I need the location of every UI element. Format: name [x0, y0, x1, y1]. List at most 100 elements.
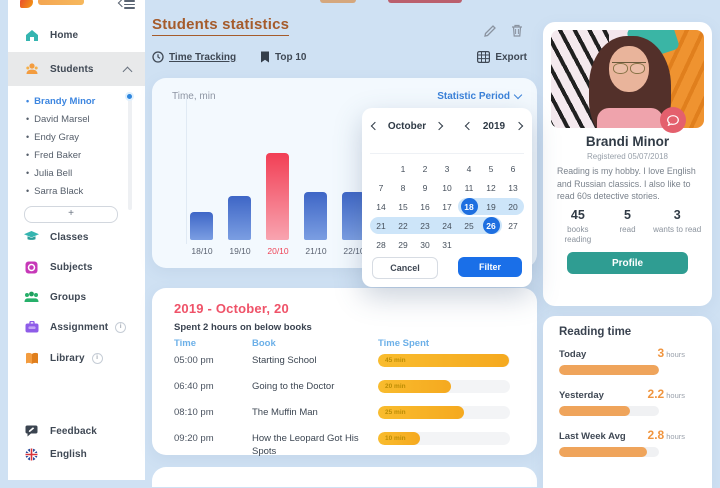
calendar-day[interactable]: 16: [414, 197, 436, 216]
calendar-day[interactable]: 4: [458, 159, 480, 178]
calendar-day[interactable]: 5: [480, 159, 502, 178]
calendar-day[interactable]: 2: [414, 159, 436, 178]
calendar-day[interactable]: 24: [436, 216, 458, 235]
reading-bar-track: [559, 406, 659, 416]
add-student-button[interactable]: +: [24, 206, 118, 223]
calendar-day[interactable]: 15: [392, 197, 414, 216]
calendar-day[interactable]: 23: [414, 216, 436, 235]
delete-icon[interactable]: [511, 24, 525, 38]
sidebar-item-language[interactable]: English: [8, 441, 145, 467]
student-name: Julia Bell: [34, 167, 73, 179]
day-number: 29: [398, 239, 408, 250]
export-button[interactable]: Export: [477, 51, 527, 63]
calendar-day[interactable]: 17: [436, 197, 458, 216]
calendar-day[interactable]: 1: [392, 159, 414, 178]
sidebar-item-home[interactable]: Home: [8, 22, 145, 48]
statistic-period-dropdown[interactable]: Statistic Period: [437, 90, 523, 102]
reading-time-card: Reading time Today 3 hours Yesterday 2.2 h…: [543, 316, 712, 488]
calendar-day[interactable]: 19: [480, 197, 502, 216]
day-number: 7: [378, 182, 384, 193]
calendar-day[interactable]: 3: [436, 159, 458, 178]
calendar-day[interactable]: 18: [458, 197, 480, 216]
calendar-day[interactable]: 9: [414, 178, 436, 197]
sidebar-item-classes[interactable]: Classes: [8, 224, 145, 250]
table-row: 09:20 pm How the Leopard Got His Spots 1…: [174, 432, 515, 458]
calendar-day[interactable]: 26: [480, 216, 502, 235]
x-axis-label: 22/10: [343, 246, 365, 256]
library-icon: [24, 351, 39, 366]
cell-book: Starting School: [252, 355, 317, 366]
cancel-button[interactable]: Cancel: [372, 257, 438, 279]
calendar-day[interactable]: 10: [436, 178, 458, 197]
student-list: Brandy Minor David Marsel Endy Gray Fred Ba…: [8, 92, 145, 200]
day-number: 24: [442, 220, 452, 231]
calendar-day[interactable]: 11: [458, 178, 480, 197]
student-list-item[interactable]: Endy Gray: [8, 128, 145, 146]
table-row: 08:10 pm The Muffin Man 25 min: [174, 406, 515, 419]
calendar-day[interactable]: 8: [392, 178, 414, 197]
sidebar-item-feedback[interactable]: Feedback: [8, 418, 145, 444]
student-list-item[interactable]: David Marsel: [8, 110, 145, 128]
calendar-day[interactable]: 28: [370, 235, 392, 254]
time-spent-label: 25 min: [385, 409, 406, 416]
calendar-day[interactable]: [370, 159, 392, 178]
tab-time-tracking[interactable]: Time Tracking: [152, 51, 236, 63]
calendar-day[interactable]: 29: [392, 235, 414, 254]
day-log-card: 2019 - October, 20 Spent 2 hours on belo…: [152, 288, 537, 458]
calendar-day[interactable]: 13: [502, 178, 524, 197]
next-month-icon[interactable]: [434, 121, 444, 131]
reading-bar-track: [559, 447, 659, 457]
logo-mark-icon: [20, 0, 33, 8]
sidebar-item-assignment[interactable]: Assignment i: [8, 314, 145, 340]
sidebar-item-groups[interactable]: Groups: [8, 284, 145, 310]
calendar-day[interactable]: 7: [370, 178, 392, 197]
chart-title: Time, min: [172, 91, 216, 102]
sidebar-item-subjects[interactable]: Subjects: [8, 254, 145, 280]
scrollbar-thumb[interactable]: [125, 92, 134, 101]
calendar-day[interactable]: 25: [458, 216, 480, 235]
stat-label: wants to read: [653, 225, 702, 234]
profile-button[interactable]: Profile: [567, 252, 688, 274]
calendar-day[interactable]: 14: [370, 197, 392, 216]
day-number: 14: [376, 201, 386, 212]
student-list-item[interactable]: Fred Baker: [8, 146, 145, 164]
calendar-day[interactable]: 6: [502, 159, 524, 178]
sidebar-item-label: Feedback: [50, 425, 97, 437]
calendar-day[interactable]: 21: [370, 216, 392, 235]
student-list-item[interactable]: Sarra Black: [8, 182, 145, 200]
sidebar-item-students[interactable]: Students: [8, 52, 145, 86]
next-section-card: [152, 467, 537, 487]
profile-stat: 45 books reading: [553, 208, 603, 244]
time-spent-bar: 25 min: [378, 406, 464, 419]
calendar-day[interactable]: 31: [436, 235, 458, 254]
tab-top10[interactable]: Top 10: [260, 51, 306, 63]
time-spent-bar-track: 45 min: [378, 354, 510, 367]
time-spent-bar-track: 10 min: [378, 432, 510, 445]
calendar-day[interactable]: 20: [502, 197, 524, 216]
weekday-label: [480, 139, 502, 150]
reading-time-row: Last Week Avg 2.8 hours: [559, 428, 685, 457]
sidebar-item-label: Groups: [50, 291, 87, 303]
calendar-day[interactable]: 22: [392, 216, 414, 235]
student-list-item[interactable]: Brandy Minor: [8, 92, 145, 110]
calendar-day[interactable]: 12: [480, 178, 502, 197]
chat-button[interactable]: [660, 107, 686, 133]
home-icon: [24, 28, 39, 43]
student-list-item[interactable]: Julia Bell: [8, 164, 145, 182]
x-axis-label: 19/10: [229, 246, 251, 256]
next-year-icon[interactable]: [514, 121, 524, 131]
calendar-day[interactable]: 27: [502, 216, 524, 235]
calendar-nav: October 2019: [370, 118, 524, 134]
edit-icon[interactable]: [484, 24, 498, 38]
student-list-scrollbar[interactable]: [125, 92, 134, 210]
time-spent-bar: 10 min: [378, 432, 421, 445]
sidebar-item-library[interactable]: Library i: [8, 345, 145, 371]
cutoff-header-element-red: [388, 0, 462, 3]
sidebar-collapse-icon[interactable]: [119, 0, 135, 9]
sidebar-item-label: Library: [50, 352, 85, 364]
stat-label: books reading: [564, 225, 592, 244]
filter-button[interactable]: Filter: [458, 257, 522, 277]
calendar-day[interactable]: 30: [414, 235, 436, 254]
day-number: 12: [486, 182, 496, 193]
subjects-icon: [24, 260, 39, 275]
